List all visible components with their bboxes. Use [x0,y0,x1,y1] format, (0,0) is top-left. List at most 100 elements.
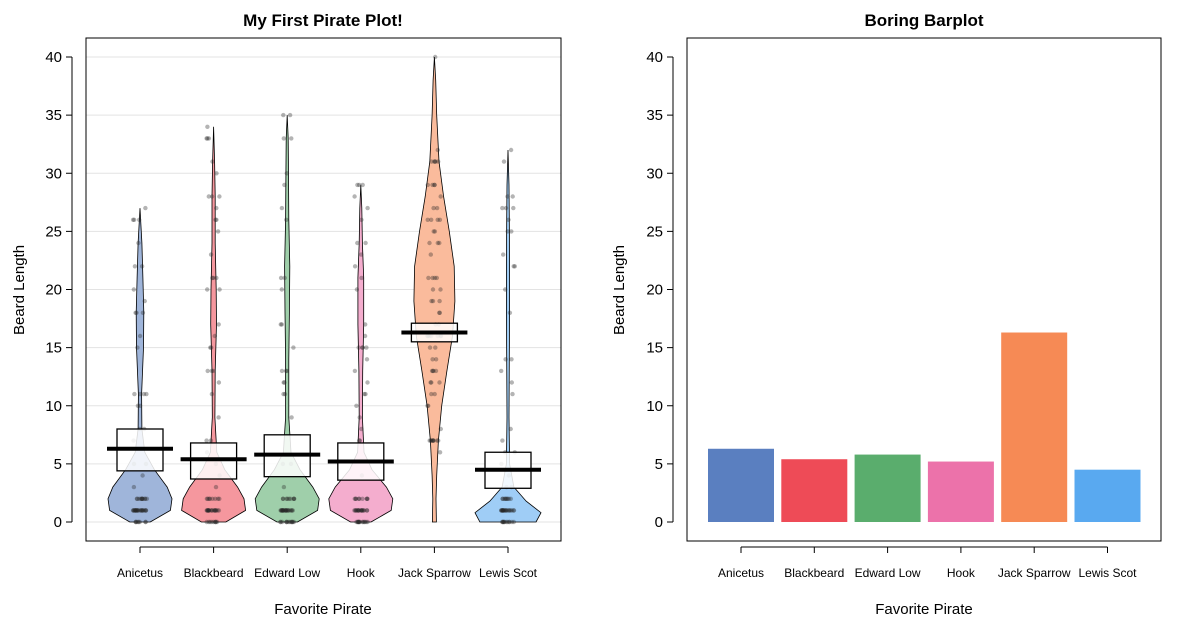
data-point [281,484,287,490]
data-point [213,217,218,222]
data-point [359,252,364,257]
data-point [280,496,286,501]
x-tick-label-jack-sparrow: Jack Sparrow [998,566,1071,580]
y-tick-label: 0 [54,514,62,531]
data-point [432,182,437,188]
data-point [205,508,210,513]
data-point [212,508,217,513]
data-point [284,508,289,513]
data-point [430,182,435,188]
data-point [508,426,513,432]
data-point [135,508,140,513]
data-point [357,438,362,443]
barplot-x-axis-label: Favorite Pirate [875,601,973,618]
data-point [214,275,219,281]
data-point [353,508,359,513]
data-point [280,508,285,513]
data-point [360,182,365,188]
data-point [506,519,512,525]
data-point [288,508,293,513]
data-point [365,496,370,501]
data-point [432,159,437,164]
data-point [501,159,507,164]
data-point [357,438,362,443]
points-edward-low [278,112,297,525]
x-tick-label-edward-low: Edward Low [855,566,921,580]
data-point [281,391,286,397]
data-point [208,438,214,443]
data-point [141,508,147,513]
data-point [363,322,368,327]
data-point [499,508,505,513]
data-point [503,508,508,513]
data-point [432,159,437,164]
data-point [212,508,218,513]
data-point [130,217,136,222]
data-point [507,310,513,315]
data-point [359,426,364,432]
data-point [204,438,209,443]
data-point [507,508,512,513]
data-point [365,519,370,525]
data-point [500,508,505,513]
data-point [205,136,210,141]
data-point [365,205,370,211]
barplot-y-axis: 0 5 10 15 20 25 30 35 40 [646,49,674,531]
data-point [131,287,136,292]
data-point [358,508,364,513]
data-point [357,519,362,525]
data-point [501,508,506,513]
data-point [140,496,145,501]
data-point [359,217,364,222]
data-point [215,229,221,234]
data-point [212,333,217,339]
data-point [214,217,219,222]
data-point [437,298,442,304]
data-point [217,287,222,292]
data-point [213,496,218,501]
data-point [360,508,366,513]
data-point [279,508,284,513]
data-point [427,345,433,350]
data-point [503,496,509,501]
data-point [207,496,212,501]
data-point [436,438,441,443]
data-point [137,217,142,222]
data-point [500,508,505,513]
data-point [431,438,436,443]
data-point [355,240,360,246]
data-point [434,438,440,443]
data-point [205,508,210,513]
data-point [214,205,219,211]
data-point [430,368,436,374]
bar-edward-low [854,454,921,522]
data-point [211,368,216,374]
data-point [503,287,508,292]
pirate-plot-frame [85,37,562,542]
data-point [208,508,214,513]
data-point [143,496,148,501]
data-point [284,508,289,513]
data-point [138,496,144,501]
data-point [207,496,212,501]
data-point [362,519,367,525]
y-tick-label: 30 [45,165,62,182]
data-point [352,508,357,513]
data-point [506,217,511,222]
pirate-hook [327,182,394,525]
x-tick-label-blackbeard: Blackbeard [184,566,244,580]
data-point [500,438,505,443]
data-point [352,496,357,501]
data-point [284,519,289,525]
data-point [500,508,506,513]
x-tick-label-anicetus: Anicetus [718,566,764,580]
data-point [209,345,214,350]
data-point [427,438,432,443]
data-point [503,496,508,501]
data-point [505,508,511,513]
data-point [355,519,360,525]
data-point [432,275,437,281]
data-point [356,519,361,525]
data-point [359,508,364,513]
